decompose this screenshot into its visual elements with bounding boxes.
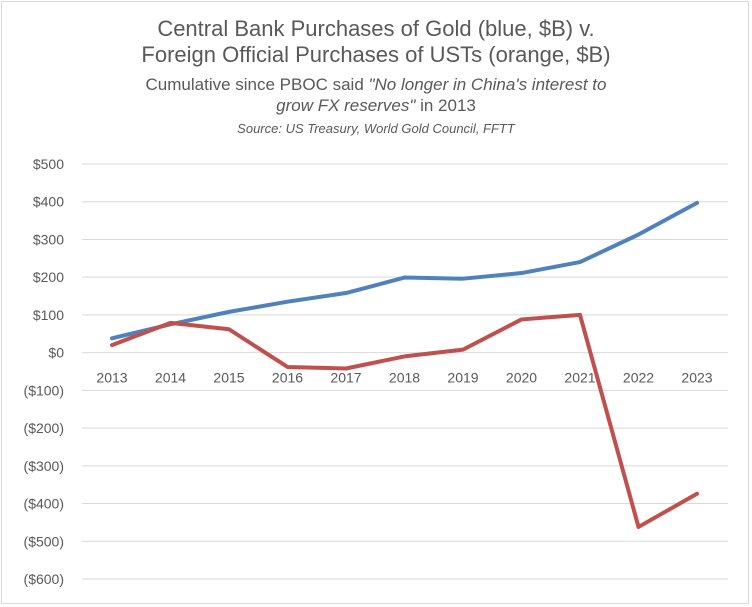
y-tick-label: $400 [33, 194, 64, 210]
x-tick-label: 2013 [96, 370, 127, 386]
y-tick-label: $200 [33, 269, 64, 285]
x-axis-labels: 2013 2014 2015 2016 2017 2018 2019 2020 2021 2022… [96, 370, 712, 386]
y-tick-label: ($500) [24, 533, 64, 549]
y-axis-labels: $500 $400 $300 $200 $100 $0 ($100) ($200) ($300)… [24, 156, 65, 587]
y-tick-label: ($100) [24, 382, 64, 398]
x-tick-label: 2022 [623, 370, 654, 386]
chart-title-line2: Foreign Official Purchases of USTs (oran… [141, 42, 611, 67]
x-tick-label: 2019 [447, 370, 478, 386]
x-tick-label: 2017 [330, 370, 361, 386]
x-tick-label: 2021 [564, 370, 595, 386]
chart-source: Source: US Treasury, World Gold Council,… [237, 121, 515, 136]
y-tick-label: ($300) [24, 458, 64, 474]
x-tick-label: 2018 [389, 370, 420, 386]
x-tick-label: 2020 [506, 370, 537, 386]
x-tick-label: 2016 [272, 370, 303, 386]
subtitle-quote-a: "No longer in China's interest to [368, 75, 607, 94]
x-tick-label: 2015 [213, 370, 244, 386]
chart-title-line1: Central Bank Purchases of Gold (blue, $B… [157, 16, 595, 41]
series-line-1 [110, 200, 699, 341]
series-line-2 [110, 312, 699, 529]
series-lines [110, 200, 699, 529]
chart-subtitle-line1: Cumulative since PBOC said "No longer in… [0, 75, 752, 95]
x-tick-label: 2014 [155, 370, 186, 386]
x-tick-label: 2023 [681, 370, 712, 386]
subtitle-prefix: Cumulative since PBOC said [145, 75, 369, 94]
y-tick-label: ($600) [24, 571, 64, 587]
y-tick-label: $300 [33, 231, 64, 247]
subtitle-quote-b: grow FX reserves" [276, 96, 416, 115]
y-tick-label: ($200) [24, 420, 64, 436]
subtitle-suffix: in 2013 [415, 96, 476, 115]
y-tick-label: ($400) [24, 496, 64, 512]
chart-subtitle-line2: grow FX reserves" in 2013 [0, 96, 752, 116]
y-tick-label: $500 [33, 156, 64, 172]
y-tick-label: $100 [33, 307, 64, 323]
y-tick-label: $0 [48, 345, 64, 361]
